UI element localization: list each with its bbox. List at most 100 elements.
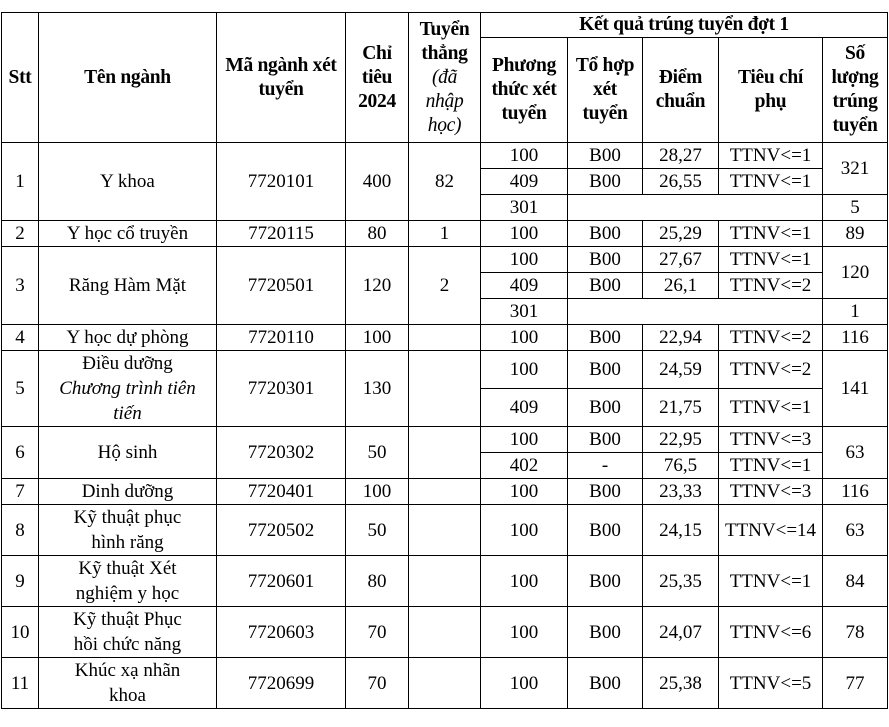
admitted-count-cell: 116 [822, 324, 888, 351]
program-name: Y khoa [100, 171, 155, 192]
method-cell: 100 [480, 350, 568, 389]
program-name-cell: Kỹ thuật Xét nghiệm y học [38, 555, 217, 607]
program-name: Hộ sinh [97, 442, 158, 463]
direct-admission-cell [408, 350, 481, 427]
program-code-cell: 7720699 [216, 657, 346, 709]
cutoff-score-cell: 26,1 [642, 272, 719, 299]
table-row: 5 Điều dưỡng Chương trình tiên tiến 7720301… [1, 350, 888, 427]
combo-cell: - [567, 452, 643, 479]
combo-cell: B00 [567, 478, 643, 505]
cutoff-score-cell: 25,29 [642, 220, 719, 247]
criteria-cell: TTNV<=1 [718, 452, 823, 479]
program-code-cell: 7720115 [216, 220, 346, 247]
admitted-count-cell: 116 [822, 478, 888, 505]
empty-cell [567, 194, 823, 221]
method-cell: 409 [480, 272, 568, 299]
program-name: Kỹ thuật phục hình răng [73, 507, 182, 553]
combo-cell: B00 [567, 246, 643, 273]
combo-cell: B00 [567, 220, 643, 247]
direct-admission-cell [408, 606, 481, 658]
header-phuong-thuc: Phương thức xét tuyển [480, 37, 568, 143]
cutoff-score-cell: 25,35 [642, 555, 719, 607]
criteria-cell: TTNV<=1 [718, 220, 823, 247]
empty-cell [567, 298, 823, 325]
criteria-cell: TTNV<=14 [718, 504, 823, 556]
direct-admission-cell: 2 [408, 246, 481, 325]
table-row: 409 B00 26,1 TTNV<=2 [2, 272, 888, 299]
criteria-cell: TTNV<=5 [718, 657, 823, 709]
program-name: Y học cổ truyền [66, 223, 189, 244]
method-cell: 100 [480, 555, 568, 607]
admitted-count-cell: 84 [822, 555, 888, 607]
quota-cell: 400 [345, 142, 409, 221]
table-row: 11 Khúc xạ nhãn khoa 7720699 70 100 B00 25,38 T… [1, 657, 888, 709]
criteria-cell: TTNV<=2 [718, 324, 823, 351]
admitted-count-cell: 321 [822, 142, 888, 195]
admitted-count-cell: 63 [822, 426, 888, 479]
cutoff-score-cell: 25,38 [642, 657, 719, 709]
cutoff-score-cell: 24,59 [642, 350, 719, 389]
combo-cell: B00 [567, 606, 643, 658]
stt-cell: 4 [1, 324, 39, 351]
method-cell: 100 [480, 246, 568, 273]
quota-cell: 80 [345, 220, 409, 247]
criteria-cell: TTNV<=6 [718, 606, 823, 658]
program-code-cell: 7720302 [216, 426, 346, 479]
program-name-cell: Kỹ thuật Phục hồi chức năng [38, 606, 217, 658]
cutoff-score-cell: 28,27 [642, 142, 719, 169]
header-tuyen-thang-label: Tuyển thẳng [419, 18, 470, 64]
combo-cell: B00 [567, 324, 643, 351]
table-row: 3 Răng Hàm Mặt 7720501 120 2 100 B00 27,67 TTNV<… [1, 246, 888, 325]
stt-cell: 2 [1, 220, 39, 247]
criteria-cell: TTNV<=1 [718, 388, 823, 427]
quota-cell: 50 [345, 426, 409, 479]
method-cell: 409 [480, 168, 568, 195]
direct-admission-cell [408, 555, 481, 607]
header-ten-nganh: Tên ngành [38, 12, 217, 143]
header-tuyen-thang: Tuyển thẳng (đã nhập học) [408, 12, 481, 143]
direct-admission-cell [408, 657, 481, 709]
stt-cell: 3 [1, 246, 39, 325]
program-name-cell: Y khoa [38, 142, 217, 221]
method-cell: 100 [480, 657, 568, 709]
header-ket-qua: Kết quả trúng tuyển đợt 1 [480, 12, 888, 38]
cutoff-score-cell: 21,75 [642, 388, 719, 427]
program-name-cell: Hộ sinh [38, 426, 217, 479]
admitted-count-cell: 141 [822, 350, 888, 427]
table-row: 7 Dinh dưỡng 7720401 100 100 B00 23,33 TTNV<=3 1… [1, 478, 888, 505]
program-name-cell: Dinh dưỡng [38, 478, 217, 505]
header-so-luong: Số lượng trúng tuyển [822, 37, 888, 143]
program-name: Khúc xạ nhãn khoa [74, 660, 181, 706]
direct-admission-cell [408, 504, 481, 556]
program-code-cell: 7720101 [216, 142, 346, 221]
program-name-cell: Y học cổ truyền [38, 220, 217, 247]
program-note: Chương trình tiên tiến [59, 378, 196, 424]
table-row: 6 Hộ sinh 7720302 50 100 B00 22,95 TTNV<=3 63 [1, 426, 888, 479]
criteria-cell: TTNV<=3 [718, 426, 823, 453]
header-ma-nganh: Mã ngành xét tuyển [216, 12, 346, 143]
quota-cell: 100 [345, 324, 409, 351]
direct-admission-cell [408, 426, 481, 479]
program-code-cell: 7720110 [216, 324, 346, 351]
program-name: Răng Hàm Mặt [68, 275, 187, 296]
admission-results-table: Stt Tên ngành Mã ngành xét tuyển Chỉ tiê… [1, 12, 888, 709]
program-name-cell: Khúc xạ nhãn khoa [38, 657, 217, 709]
admitted-count-cell: 1 [822, 298, 888, 325]
admitted-count-cell: 77 [822, 657, 888, 709]
criteria-cell: TTNV<=1 [718, 246, 823, 273]
program-code-cell: 7720502 [216, 504, 346, 556]
stt-cell: 9 [1, 555, 39, 607]
quota-cell: 70 [345, 657, 409, 709]
admitted-count-cell: 5 [822, 194, 888, 221]
combo-cell: B00 [567, 142, 643, 169]
method-cell: 409 [480, 388, 568, 427]
cutoff-score-cell: 22,94 [642, 324, 719, 351]
combo-cell: B00 [567, 272, 643, 299]
quota-cell: 120 [345, 246, 409, 325]
program-code-cell: 7720501 [216, 246, 346, 325]
criteria-cell: TTNV<=2 [718, 272, 823, 299]
direct-admission-cell: 1 [408, 220, 481, 247]
cutoff-score-cell: 27,67 [642, 246, 719, 273]
cutoff-score-cell: 23,33 [642, 478, 719, 505]
